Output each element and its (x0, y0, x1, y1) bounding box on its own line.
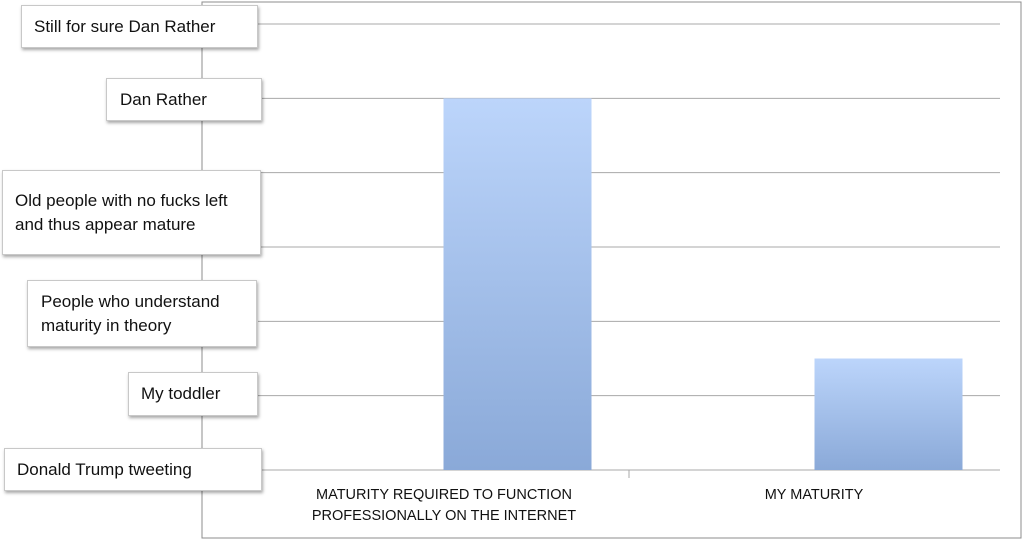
x-tick-label-1: MY MATURITY (764, 487, 864, 503)
bar-0 (443, 98, 592, 470)
bars (443, 98, 963, 470)
y-tick-label-2: People who understand maturity in theory (27, 280, 257, 347)
y-tick-label-1: My toddler (128, 372, 258, 416)
y-tick-label-3: Old people with no fucks left and thus a… (2, 170, 261, 255)
bar-1 (814, 358, 963, 470)
x-tick-label-0: MATURITY REQUIRED TO FUNCTION PROFESSION… (311, 487, 577, 524)
y-tick-label-4: Dan Rather (106, 78, 262, 121)
y-tick-label-0: Donald Trump tweeting (4, 448, 262, 491)
y-tick-label-5: Still for sure Dan Rather (21, 5, 258, 48)
chart-frame (201, 1, 1022, 539)
